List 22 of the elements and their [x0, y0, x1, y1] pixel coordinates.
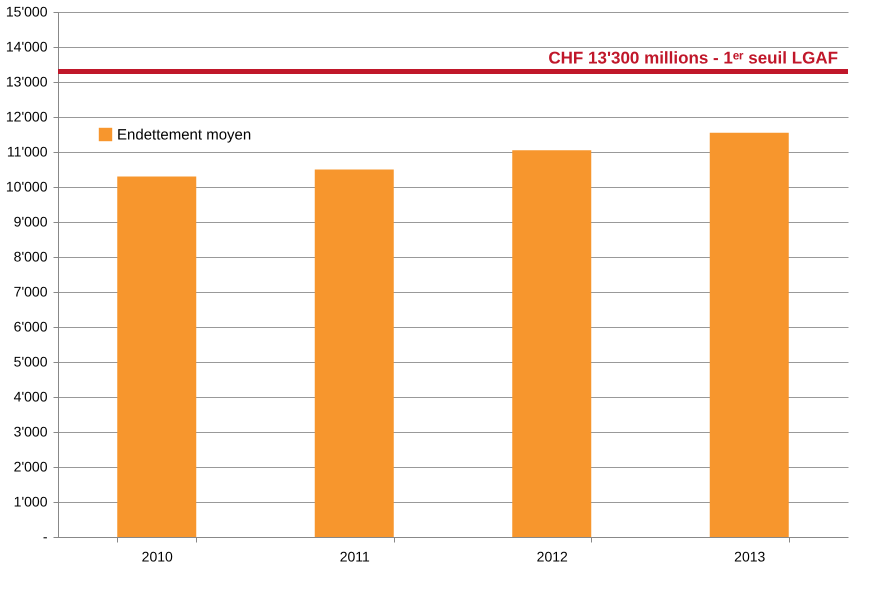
x-tick-label: 2012	[536, 548, 568, 564]
y-tick-label: 11'000	[6, 144, 48, 160]
y-tick-label: 2'000	[14, 458, 48, 474]
y-tick-label: -	[42, 528, 48, 544]
y-tick-label: 9'000	[14, 214, 48, 230]
ref-line-label: CHF 13'300 millions - 1ᵉʳ seuil LGAF	[548, 48, 838, 68]
legend-label: Endettement moyen	[117, 126, 252, 144]
y-tick-label: 14'000	[6, 38, 48, 54]
y-tick-label: 7'000	[14, 284, 48, 300]
y-tick-label: 1'000	[14, 494, 48, 510]
y-tick-label: 15'000	[6, 4, 48, 20]
y-tick-label: 12'000	[6, 108, 48, 124]
x-tick-label: 2010	[142, 548, 174, 564]
y-tick-label: 5'000	[14, 354, 48, 370]
y-tick-label: 4'000	[14, 388, 48, 404]
y-tick-label: 13'000	[6, 74, 48, 90]
x-tick-label: 2013	[734, 548, 766, 564]
x-tick-label: 2011	[340, 548, 370, 564]
y-tick-label: 6'000	[14, 318, 48, 334]
y-tick-label: 10'000	[6, 178, 48, 194]
y-tick-label: 3'000	[14, 424, 48, 440]
y-tick-label: 8'000	[14, 248, 48, 264]
